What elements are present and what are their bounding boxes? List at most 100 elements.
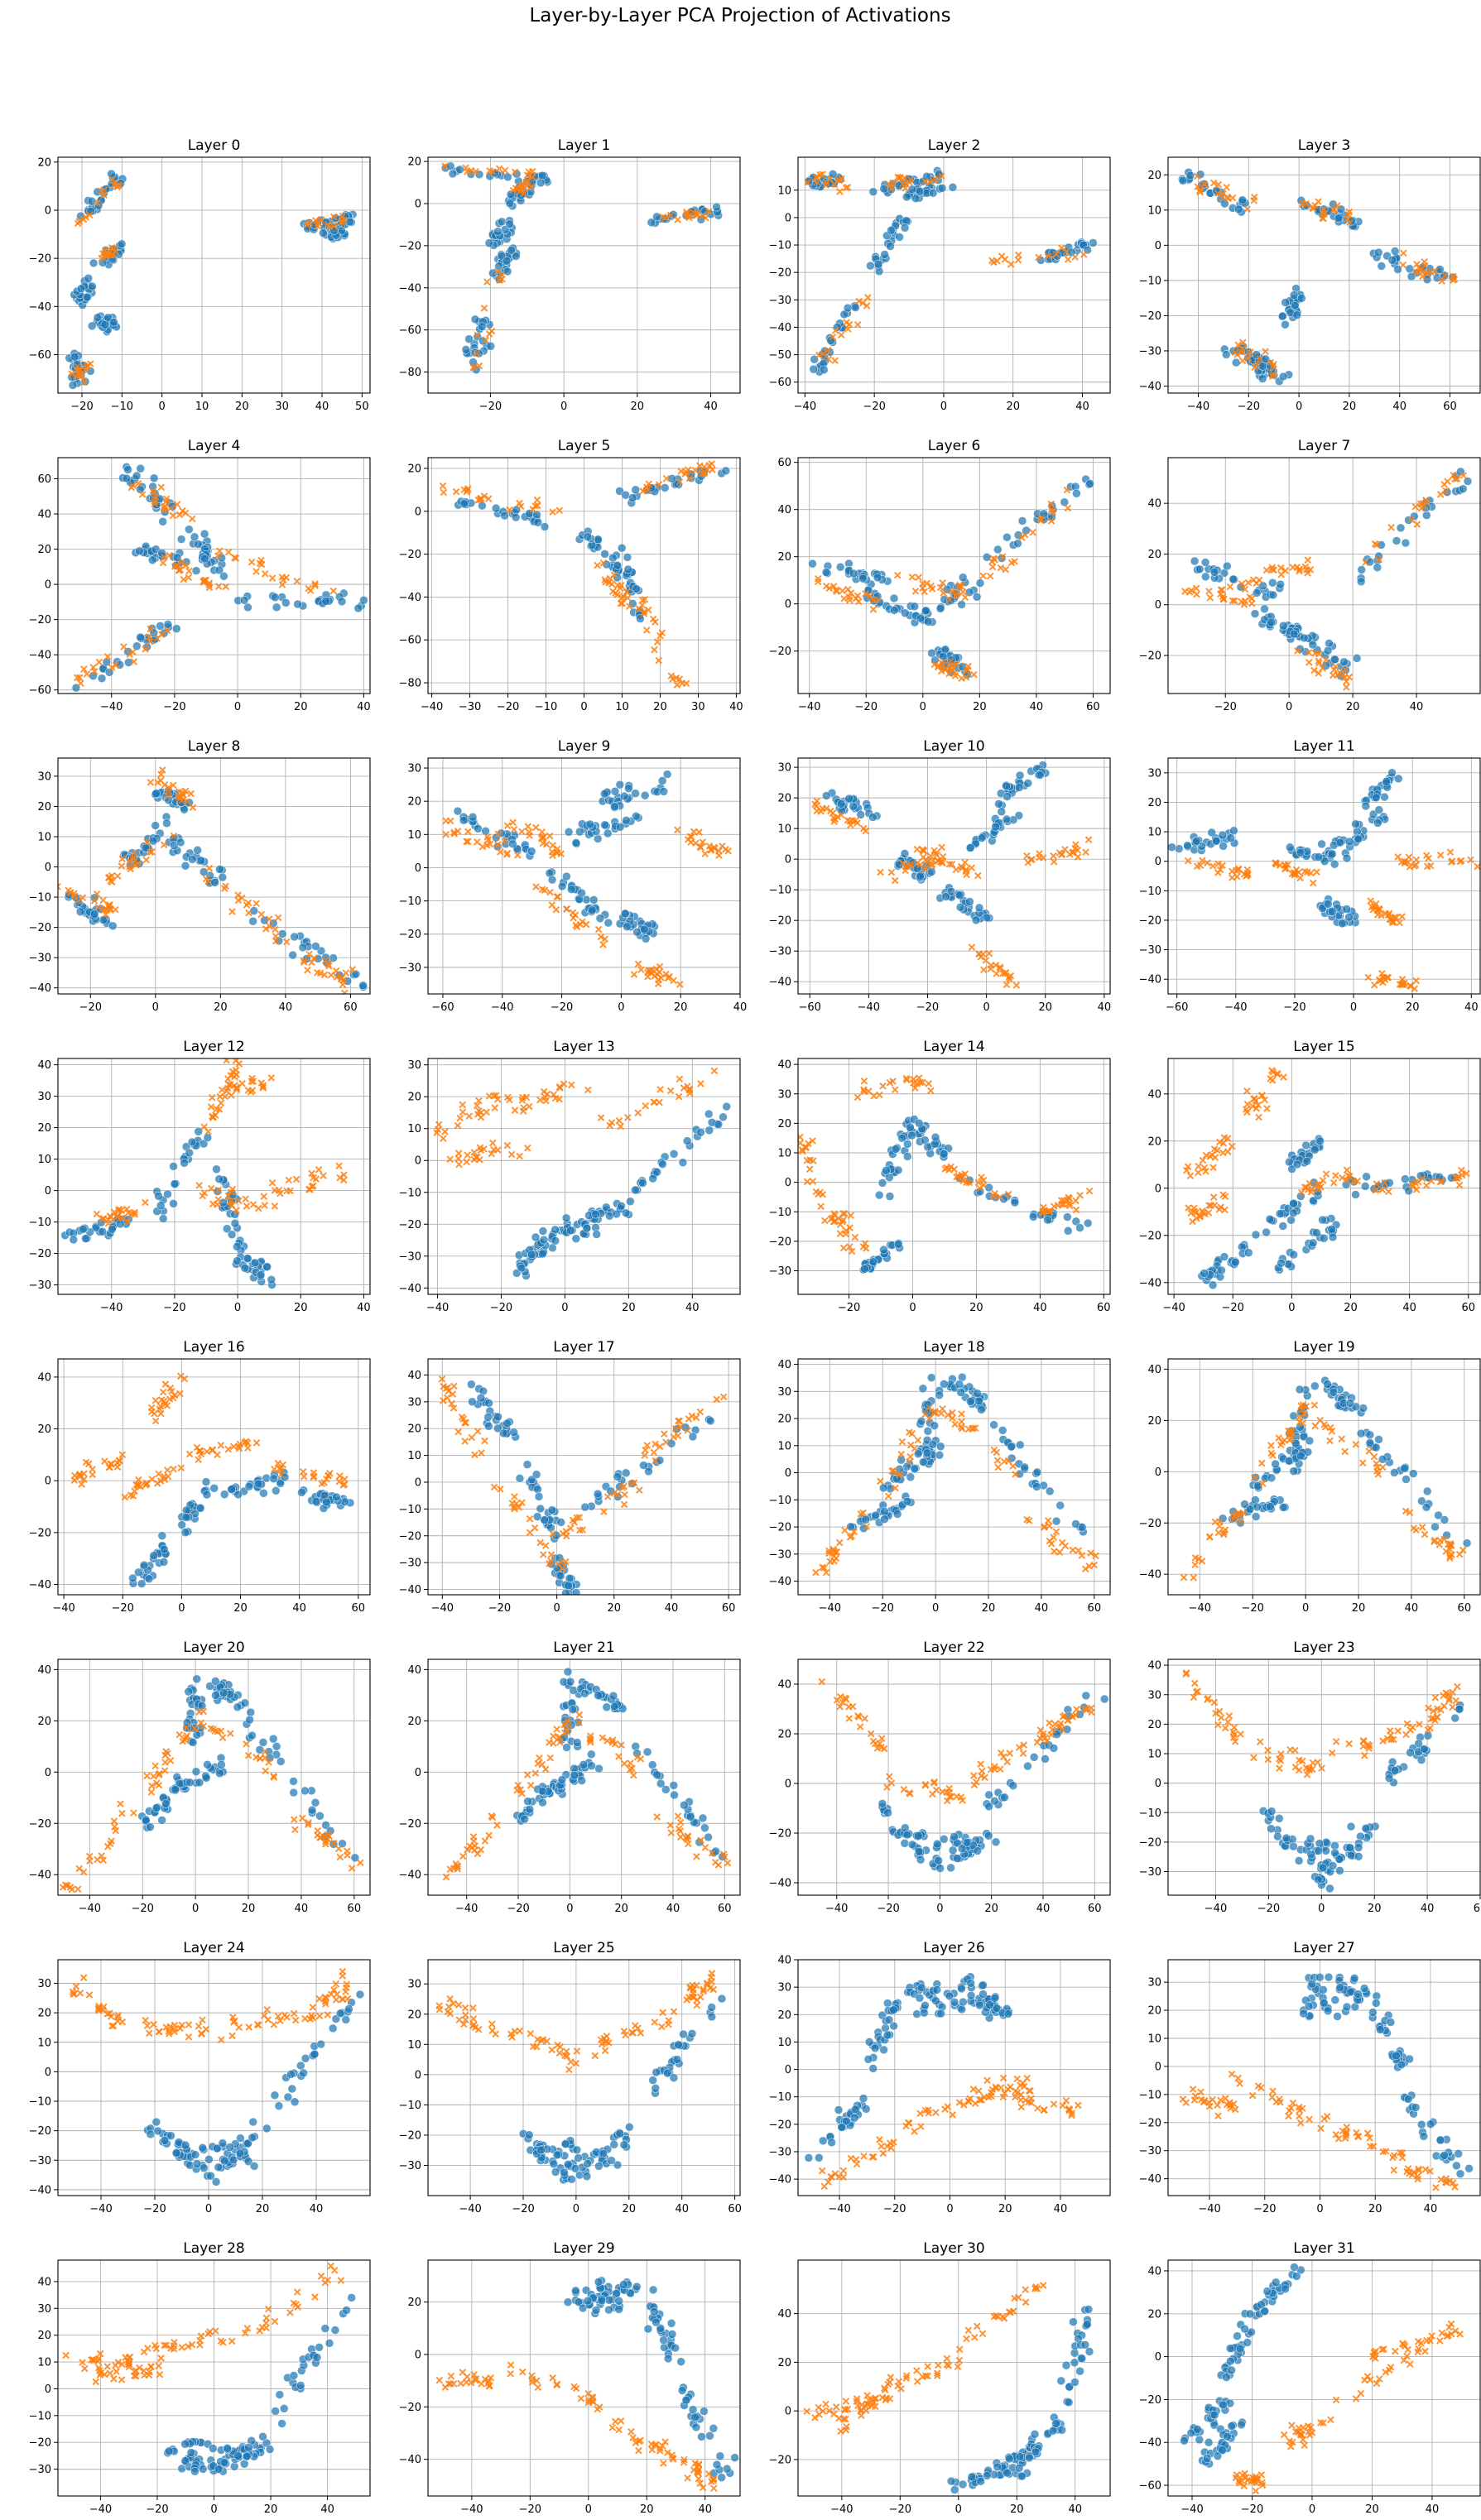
point-circle <box>297 1488 306 1497</box>
point-x <box>809 1178 817 1185</box>
point-x <box>1332 1172 1339 1179</box>
y-tick-label: −20 <box>769 646 791 658</box>
point-x <box>599 559 608 567</box>
point-circle <box>1281 319 1290 329</box>
point-x <box>1060 1200 1068 1208</box>
point-circle <box>585 819 595 829</box>
point-x <box>306 587 315 594</box>
point-circle <box>1354 834 1363 844</box>
x-tick-label: −20 <box>163 701 185 713</box>
point-x <box>557 850 565 858</box>
point-x <box>93 890 101 898</box>
point-circle <box>1222 350 1231 359</box>
point-x <box>84 1460 93 1468</box>
point-x <box>162 497 171 506</box>
point-x <box>1219 593 1227 601</box>
point-circle <box>900 849 910 858</box>
y-tick-label: 20 <box>1147 797 1161 809</box>
plot-frame <box>57 457 371 694</box>
point-x <box>492 1092 500 1099</box>
point-circle <box>240 1264 250 1273</box>
point-x <box>1218 193 1226 201</box>
point-x <box>931 1409 939 1417</box>
point-x <box>700 463 708 471</box>
point-circle <box>1003 792 1012 801</box>
y-tick-label: 0 <box>1155 1466 1161 1479</box>
point-x <box>1065 1199 1074 1207</box>
point-x <box>1184 857 1192 865</box>
point-circle <box>1055 1500 1065 1510</box>
y-tick-label: −30 <box>399 962 421 974</box>
point-circle <box>1185 170 1195 180</box>
point-circle <box>551 1236 560 1246</box>
point-x <box>1303 566 1310 574</box>
point-x <box>118 1214 127 1222</box>
point-x <box>1050 852 1057 860</box>
subplot-title: Layer 11 <box>1293 738 1354 755</box>
point-circle <box>971 915 981 925</box>
point-circle <box>974 1396 983 1406</box>
point-x <box>474 331 482 339</box>
point-x <box>849 817 857 824</box>
y-tick-label: −20 <box>769 1522 791 1534</box>
point-x <box>448 1399 455 1408</box>
point-x <box>261 569 269 578</box>
point-circle <box>647 218 656 228</box>
point-x <box>1079 251 1088 258</box>
x-tick-label: 20 <box>1406 1001 1420 1014</box>
point-circle <box>1183 841 1192 850</box>
point-x <box>107 1213 115 1221</box>
x-tick-label: 40 <box>1098 1001 1112 1014</box>
point-x <box>235 1060 243 1068</box>
point-x <box>252 1439 261 1447</box>
point-circle <box>290 932 299 942</box>
x-tick-label: 20 <box>973 701 987 713</box>
point-x <box>510 1503 518 1511</box>
subplot-layer-18: Layer 18−40 −20 0 20 40 60−40−30−20−100102030… <box>769 1339 1111 1615</box>
point-x <box>1304 1186 1312 1193</box>
point-x <box>525 1102 533 1111</box>
point-x <box>1064 256 1072 263</box>
x-tick-label: 50 <box>355 401 369 413</box>
y-tick-label: −40 <box>399 282 421 295</box>
point-circle <box>329 953 338 962</box>
point-x <box>1204 859 1211 867</box>
point-x <box>1417 265 1426 273</box>
point-x <box>73 674 81 682</box>
point-x <box>329 587 338 595</box>
point-circle <box>991 822 1000 832</box>
point-x <box>235 1197 243 1205</box>
point-x <box>656 1442 664 1451</box>
point-circle <box>190 532 200 542</box>
point-x <box>509 818 517 827</box>
point-x <box>944 1411 952 1418</box>
point-x <box>1048 506 1055 513</box>
x-tick-label: −40 <box>1187 401 1209 413</box>
point-x <box>161 1476 169 1484</box>
point-x <box>993 970 1000 977</box>
point-x <box>1243 205 1252 214</box>
point-x <box>115 1457 123 1465</box>
point-circle <box>1392 536 1402 545</box>
point-x <box>846 1534 854 1541</box>
point-x <box>185 574 193 582</box>
point-x <box>844 325 852 333</box>
point-x <box>209 1447 216 1454</box>
point-x <box>1195 1162 1203 1170</box>
point-circle <box>537 170 547 180</box>
point-x <box>902 866 910 875</box>
y-tick-label: 0 <box>415 1155 421 1168</box>
point-x <box>1198 1207 1206 1215</box>
point-circle <box>244 1481 254 1491</box>
point-x <box>242 1195 250 1203</box>
point-circle <box>901 608 910 618</box>
subplot-title: Layer 8 <box>188 738 241 755</box>
point-x <box>931 1408 939 1415</box>
point-x <box>324 220 332 228</box>
x-tick-label: −20 <box>112 1602 134 1615</box>
x-tick-label: −60 <box>1166 1001 1188 1014</box>
point-x <box>113 183 121 191</box>
point-circle <box>1278 372 1288 382</box>
point-x <box>131 1211 139 1218</box>
point-x <box>1423 862 1431 871</box>
